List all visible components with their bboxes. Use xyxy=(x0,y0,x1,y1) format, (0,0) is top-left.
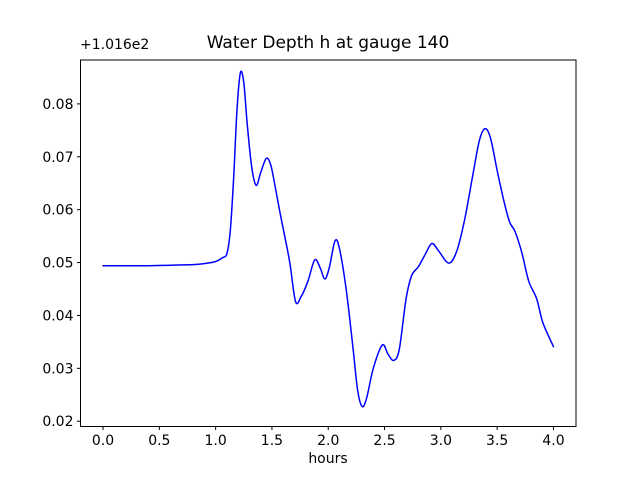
y-tick-label: 0.03 xyxy=(42,361,73,377)
x-tick-label: 0.5 xyxy=(148,433,170,449)
y-tick-label: 0.08 xyxy=(42,97,73,113)
y-tick-label: 0.07 xyxy=(42,150,73,166)
x-axis-label: hours xyxy=(308,451,348,467)
x-tick-label: 2.0 xyxy=(317,433,339,449)
x-tick-label: 1.5 xyxy=(261,433,283,449)
x-tick-label: 4.0 xyxy=(542,433,564,449)
y-tick-label: 0.06 xyxy=(42,203,73,219)
y-tick-label: 0.05 xyxy=(42,256,73,272)
y-axis-offset-label: +1.016e2 xyxy=(80,37,150,53)
data-line-water-depth xyxy=(102,70,555,408)
axes-frame xyxy=(80,59,577,427)
y-tick-label: 0.02 xyxy=(42,414,73,430)
chart-title: Water Depth h at gauge 140 xyxy=(206,33,450,53)
x-tick-label: 2.5 xyxy=(373,433,395,449)
x-tick-label: 3.0 xyxy=(430,433,452,449)
x-tick-label: 3.5 xyxy=(486,433,508,449)
x-tick-label: 1.0 xyxy=(205,433,227,449)
y-tick-label: 0.04 xyxy=(42,308,73,324)
x-tick-label: 0.0 xyxy=(92,433,114,449)
